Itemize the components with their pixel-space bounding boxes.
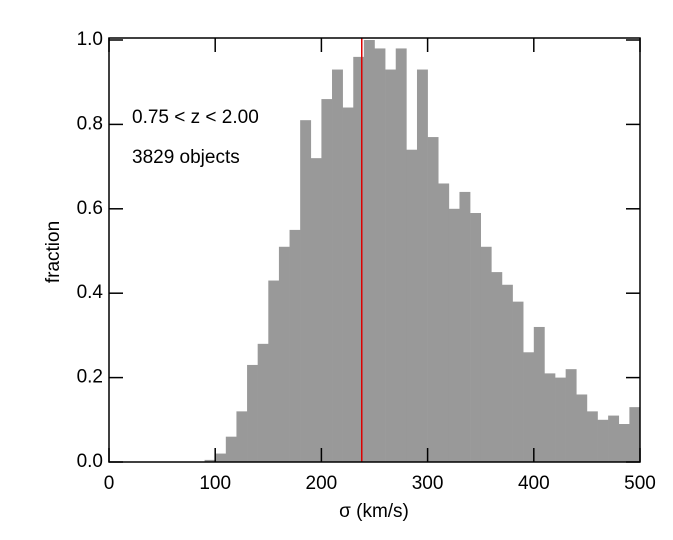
bar: [363, 40, 375, 462]
y-tick-label: 1.0: [77, 29, 103, 50]
y-tick-label: 0.6: [77, 198, 103, 219]
bar: [225, 436, 237, 462]
bar: [491, 272, 503, 462]
plot-frame: [108, 37, 641, 463]
bar: [597, 419, 609, 462]
bar: [406, 149, 418, 462]
bar: [268, 280, 280, 462]
y-axis-label: fraction: [43, 221, 64, 283]
bar: [416, 69, 428, 462]
bar: [257, 343, 269, 462]
bar: [533, 326, 545, 462]
x-tick-label: 300: [412, 473, 444, 494]
bar: [353, 56, 365, 462]
bar: [586, 411, 598, 462]
bar: [512, 301, 524, 462]
x-tick-label: 500: [624, 473, 656, 494]
x-tick-label: 200: [306, 473, 338, 494]
bar: [395, 48, 407, 462]
y-tick-label: 0.8: [77, 113, 103, 134]
bar: [427, 137, 439, 462]
bar: [565, 369, 577, 462]
bar: [204, 459, 216, 462]
bar: [501, 284, 513, 462]
bar: [448, 208, 460, 462]
bar: [215, 453, 227, 462]
bar: [342, 107, 354, 463]
y-tick-label: 0.2: [77, 367, 103, 388]
x-axis-label: σ (km/s): [339, 501, 409, 522]
bar: [374, 48, 386, 462]
annotation: 0.75 < z < 2.00: [132, 107, 259, 128]
bar: [385, 69, 397, 462]
bar: [289, 229, 301, 462]
bar: [438, 183, 450, 463]
x-tick-label: 100: [199, 473, 231, 494]
bar: [236, 411, 248, 462]
bar: [608, 415, 620, 462]
bar: [523, 352, 535, 462]
x-tick-label: 0: [104, 473, 115, 494]
bar: [300, 120, 312, 463]
bar: [576, 394, 588, 462]
bar: [480, 246, 492, 462]
y-tick-label: 0.4: [77, 282, 104, 303]
bar: [321, 99, 333, 462]
bar: [618, 424, 630, 462]
bar: [278, 246, 290, 462]
bar: [629, 407, 641, 462]
bar: [459, 191, 471, 463]
bar: [470, 213, 481, 462]
bar: [310, 158, 322, 462]
bar: [555, 377, 566, 462]
bar: [544, 373, 556, 462]
bar: [332, 69, 343, 462]
y-tick-label: 0.0: [77, 451, 103, 472]
x-tick-label: 400: [518, 473, 550, 494]
bar: [247, 364, 258, 462]
annotation: 3829 objects: [132, 147, 240, 168]
